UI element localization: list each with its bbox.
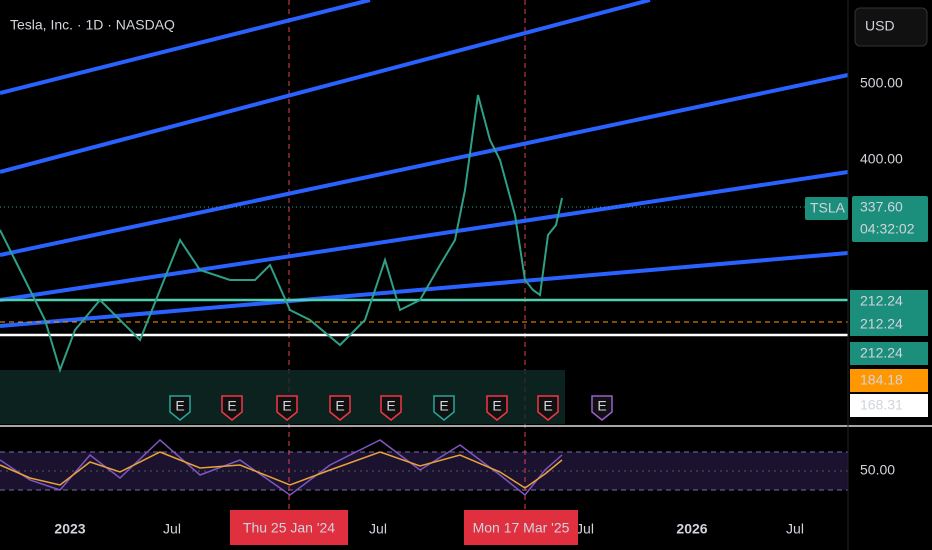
time-label: Jul [576,521,594,537]
time-label: 2026 [676,521,707,537]
event-icon[interactable] [591,395,613,421]
crosshair-label: Thu 25 Jan '24 [243,520,335,536]
price-label: 400.00 [860,151,903,167]
time-label: Jul [369,521,387,537]
chart-title: Tesla, Inc. · 1D · NASDAQ [10,17,175,33]
event-icon[interactable] [433,395,455,421]
level-badge [850,342,928,365]
level-value: 212.24 [860,316,903,332]
event-icon[interactable] [537,395,559,421]
symbol-badge [805,197,848,220]
rsi-ma [0,451,563,489]
crosshair-label: Mon 17 Mar '25 [473,520,570,536]
price-label: 500.00 [860,75,903,91]
event-label: E [439,398,448,414]
price-path [0,94,563,374]
crosshair-badge [464,510,578,545]
price-badge [852,196,928,242]
event-label: E [492,398,501,414]
last-price: 337.60 [860,199,903,215]
time-label: 2023 [54,521,85,537]
currency-button[interactable] [854,7,928,47]
event-label: E [597,398,606,414]
event-icon[interactable] [380,395,402,421]
trend-lines [0,0,849,328]
countdown: 04:32:02 [860,221,915,237]
event-label: E [335,398,344,414]
level-value: 168.31 [860,397,903,413]
rsi-line [0,438,563,497]
event-label: E [175,398,184,414]
event-icon[interactable] [486,395,508,421]
level-badge [850,369,928,392]
time-label: Jul [786,521,804,537]
event-label: E [227,398,236,414]
event-label: E [543,398,552,414]
rsi-label: 50.00 [860,462,895,478]
currency-label: USD [865,18,895,34]
crosshair-badge [230,510,348,545]
event-icon[interactable] [329,395,351,421]
event-label: E [386,398,395,414]
level-badge [850,290,928,313]
level-value: 184.18 [860,372,903,388]
time-axis: 2023 Jul Jul Jul 2026 Jul Thu 25 Jan '24 Mon 17… [54,510,804,545]
level-badge [850,394,928,417]
level-value: 212.24 [860,293,903,309]
symbol-text: TSLA [810,200,846,216]
event-icon[interactable] [276,395,298,421]
event-label: E [282,398,291,414]
level-value: 212.24 [860,345,903,361]
level-badge [850,313,928,336]
event-icon[interactable] [221,395,243,421]
level-badges: 212.24 212.24 212.24 184.18 168.31 [850,290,928,417]
event-icon[interactable] [169,395,191,421]
time-label: Jul [163,521,181,537]
